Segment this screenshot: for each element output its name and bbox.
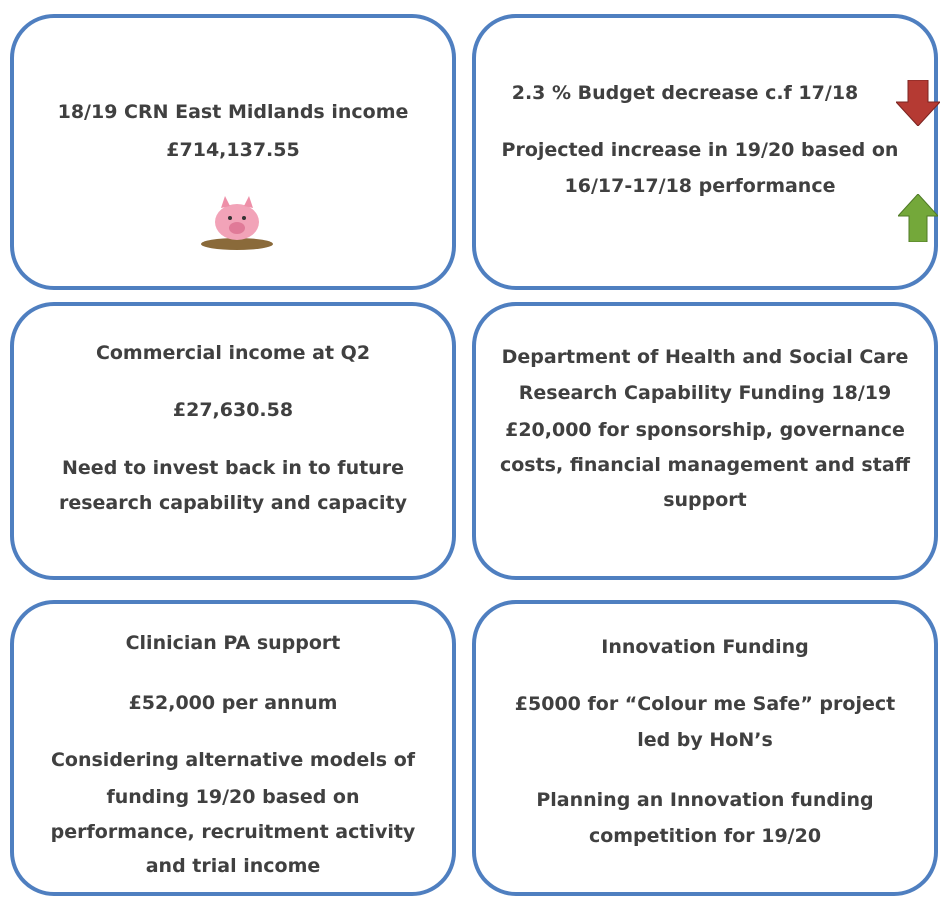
card-text: £27,630.58 [14,398,452,422]
card: Clinician PA support £52,000 per annum C… [10,600,456,896]
card-text: Clinician PA support [14,631,452,655]
card-text: £20,000 for sponsorship, governance [476,418,934,442]
card-text: Research Capability Funding 18/19 [476,381,934,405]
card-text: performance, recruitment activity [14,820,452,844]
card-text: support [476,488,934,512]
page: 18/19 CRN East Midlands income £714,137.… [0,0,940,900]
card: 2.3 % Budget decrease c.f 17/18 Projecte… [472,14,938,290]
card-text: research capability and capacity [14,491,452,515]
piggy-bank-icon [197,190,277,250]
card-text: Projected increase in 19/20 based on [476,138,924,162]
card-text: 16/17-17/18 performance [476,174,924,198]
card-text: 2.3 % Budget decrease c.f 17/18 [476,81,894,105]
card-text: Department of Health and Social Care [476,345,934,369]
card-text: costs, financial management and staff [476,453,934,477]
up-arrow [898,194,938,242]
card-text: 18/19 CRN East Midlands income [14,100,452,124]
card-text: Need to invest back in to future [14,456,452,480]
card: 18/19 CRN East Midlands income £714,137.… [10,14,456,290]
card-text: £5000 for “Colour me Safe” project [476,692,934,716]
card: Commercial income at Q2 £27,630.58 Need … [10,302,456,580]
card-text: Planning an Innovation funding [476,788,934,812]
card-text: Considering alternative models of [14,748,452,772]
card-text: Commercial income at Q2 [14,341,452,365]
card-text: £714,137.55 [14,138,452,162]
card: Department of Health and Social Care Res… [472,302,938,580]
card-text: led by HoN’s [476,728,934,752]
card-text: competition for 19/20 [476,824,934,848]
card-text: and trial income [14,854,452,878]
card-text: £52,000 per annum [14,691,452,715]
card-text: Innovation Funding [476,635,934,659]
card-text: funding 19/20 based on [14,785,452,809]
down-arrow [896,80,940,126]
card: Innovation Funding £5000 for “Colour me … [472,600,938,896]
